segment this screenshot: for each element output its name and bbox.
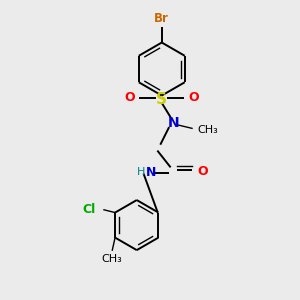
Text: H: H [137,167,146,177]
Text: Br: Br [154,12,169,26]
Text: N: N [146,166,156,178]
Text: O: O [188,91,199,104]
Text: CH₃: CH₃ [102,254,122,264]
Text: S: S [156,92,167,106]
Text: O: O [197,165,208,178]
Text: CH₃: CH₃ [197,125,218,135]
Text: Cl: Cl [83,203,96,216]
Text: O: O [125,91,135,104]
Text: N: N [168,116,179,130]
